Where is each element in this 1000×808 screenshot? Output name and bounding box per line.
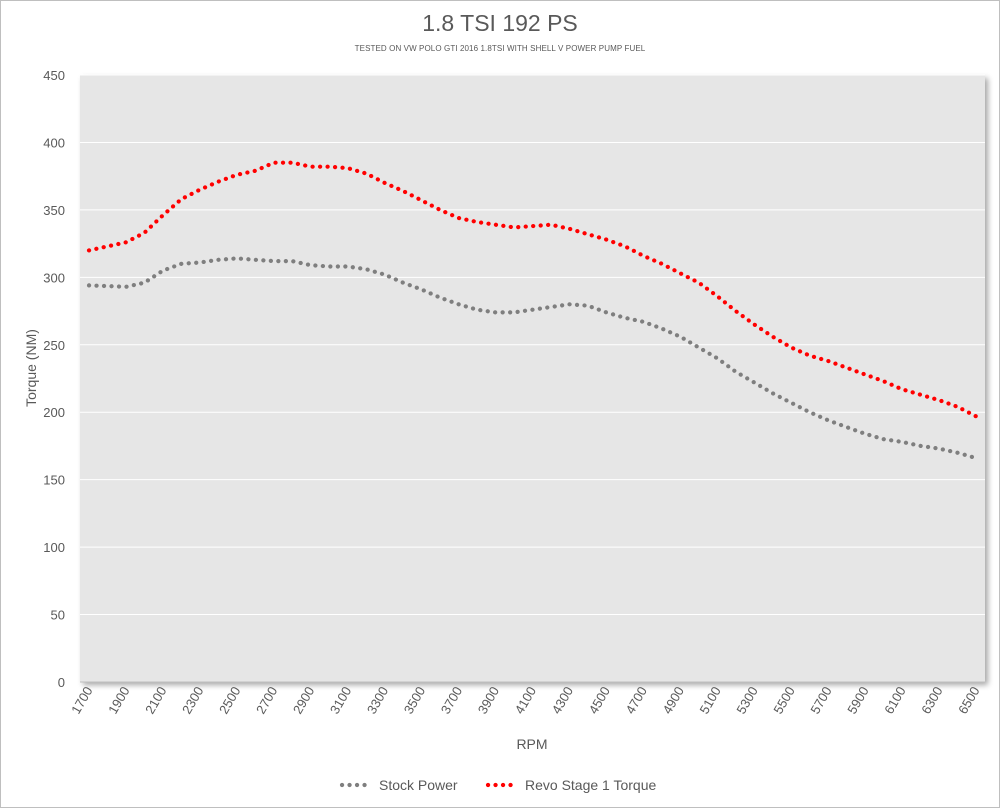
series-line-1 bbox=[86, 160, 979, 419]
chart-title: 1.8 TSI 192 PS bbox=[422, 10, 578, 36]
x-tick-label: 2900 bbox=[290, 684, 317, 717]
x-tick-label: 5100 bbox=[696, 684, 723, 717]
x-tick-label: 4700 bbox=[623, 684, 650, 717]
x-axis-title: RPM bbox=[516, 736, 547, 752]
y-tick-label: 400 bbox=[43, 135, 65, 150]
x-tick-label: 5900 bbox=[844, 684, 871, 717]
chart-subtitle: TESTED ON VW POLO GTI 2016 1.8TSI WITH S… bbox=[354, 44, 646, 53]
y-axis-title: Torque (NM) bbox=[23, 329, 39, 407]
y-tick-label: 150 bbox=[43, 473, 65, 488]
x-tick-label: 3500 bbox=[401, 684, 428, 717]
y-tick-label: 200 bbox=[43, 405, 65, 420]
series-line-0 bbox=[86, 256, 979, 461]
y-tick-label: 450 bbox=[43, 68, 65, 83]
x-tick-label: 2700 bbox=[253, 684, 280, 717]
x-tick-label: 6500 bbox=[955, 684, 982, 717]
x-tick-label: 3300 bbox=[364, 684, 391, 717]
x-tick-label: 6100 bbox=[881, 684, 908, 717]
y-tick-label: 300 bbox=[43, 270, 65, 285]
legend-label: Stock Power bbox=[379, 777, 458, 793]
x-tick-label: 3700 bbox=[438, 684, 465, 717]
y-tick-label: 0 bbox=[58, 675, 65, 690]
x-tick-label: 5300 bbox=[733, 684, 760, 717]
y-tick-label: 50 bbox=[51, 608, 65, 623]
plot-area bbox=[80, 75, 985, 682]
x-tick-label: 2300 bbox=[179, 684, 206, 717]
x-tick-label: 5500 bbox=[770, 684, 797, 717]
x-tick-label: 3900 bbox=[475, 684, 502, 717]
x-tick-label: 1700 bbox=[68, 684, 95, 717]
y-tick-label: 250 bbox=[43, 338, 65, 353]
x-tick-label: 4500 bbox=[586, 684, 613, 717]
legend-label: Revo Stage 1 Torque bbox=[525, 777, 656, 793]
x-tick-label: 4900 bbox=[659, 684, 686, 717]
y-tick-label: 100 bbox=[43, 540, 65, 555]
x-tick-label: 3100 bbox=[327, 684, 354, 717]
y-tick-label: 350 bbox=[43, 203, 65, 218]
x-tick-label: 4100 bbox=[512, 684, 539, 717]
x-tick-label: 2500 bbox=[216, 684, 243, 717]
legend: Stock Power Revo Stage 1 Torque bbox=[339, 777, 656, 793]
x-tick-label: 4300 bbox=[549, 684, 576, 717]
x-tick-label: 2100 bbox=[142, 684, 169, 717]
x-tick-label: 1900 bbox=[105, 684, 132, 717]
x-tick-label: 6300 bbox=[918, 684, 945, 717]
x-tick-label: 5700 bbox=[807, 684, 834, 717]
